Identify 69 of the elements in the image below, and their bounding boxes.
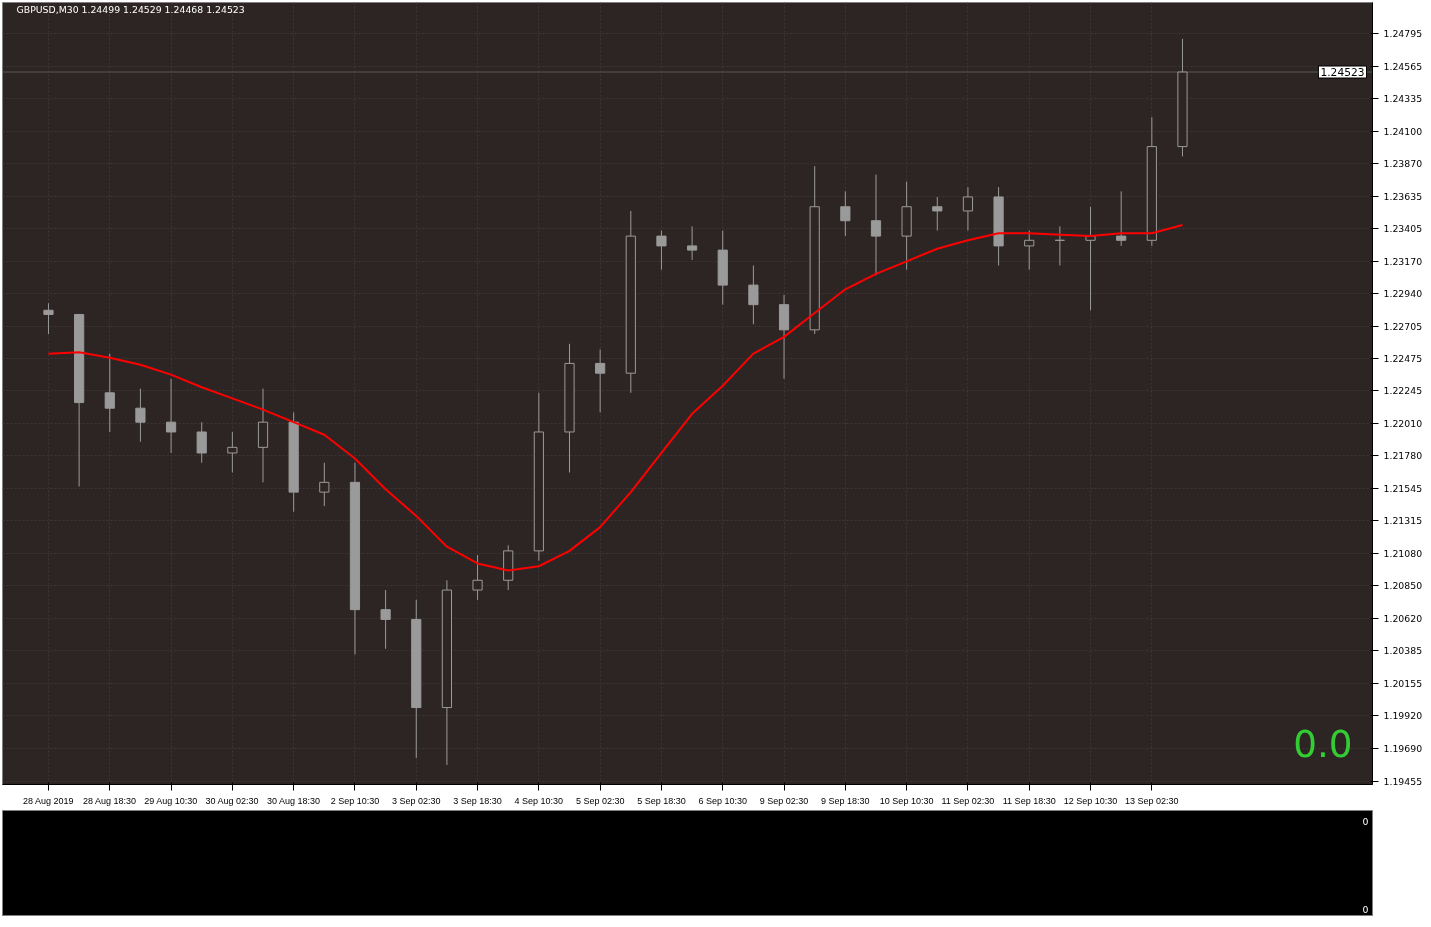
x-tick-label: 11 Sep 02:30 xyxy=(941,795,995,806)
y-tick-label: 1.19455 xyxy=(1383,775,1423,787)
candlestick xyxy=(196,421,207,464)
x-tick-label: 28 Aug 2019 xyxy=(22,795,74,806)
x-tick-label: 12 Sep 10:30 xyxy=(1063,795,1118,806)
x-tick-label: 28 Aug 18:30 xyxy=(83,795,137,806)
y-tick-label: 1.21080 xyxy=(1383,548,1423,560)
y-tick-label: 1.20385 xyxy=(1383,645,1423,657)
candlestick xyxy=(870,174,882,276)
y-tick-label: 1.23870 xyxy=(1383,157,1423,169)
x-tick-label: 5 Sep 02:30 xyxy=(575,795,625,806)
line-series xyxy=(47,223,1184,572)
x-tick-label: 30 Aug 18:30 xyxy=(266,795,320,806)
y-tick-label: 1.23405 xyxy=(1383,222,1423,234)
y-tick-label: 1.20850 xyxy=(1383,580,1423,592)
y-tick-label: 1.24565 xyxy=(1383,60,1423,72)
y-tick-label: 1.21545 xyxy=(1383,483,1423,495)
chart-title: GBPUSD,M30 1.24499 1.24529 1.24468 1.24523 xyxy=(16,3,245,15)
candlestick xyxy=(472,554,483,601)
text: 0.0 xyxy=(1293,721,1353,766)
candlestick xyxy=(380,589,391,650)
candlestick xyxy=(962,186,974,232)
y-tick-label: 1.21315 xyxy=(1383,515,1423,527)
x-tick-label: 6 Sep 10:30 xyxy=(698,795,748,806)
candlestick xyxy=(1024,230,1035,271)
candlestick xyxy=(165,378,177,454)
candlestick xyxy=(43,302,54,335)
ref-line-label: 1.24523 xyxy=(1320,66,1365,80)
y-tick-label: 1.24795 xyxy=(1383,28,1423,40)
y-tick-label: 1.23170 xyxy=(1383,255,1423,267)
candlestick xyxy=(104,353,115,433)
y-tick-label: 1.20155 xyxy=(1383,677,1423,689)
x-tick-label: 29 Aug 10:30 xyxy=(144,795,198,806)
candlestick xyxy=(840,190,851,237)
x-tick-label: 2 Sep 10:30 xyxy=(330,795,380,806)
candlestick xyxy=(135,388,146,443)
y-tick-label: 1.24335 xyxy=(1383,92,1423,104)
candlestick xyxy=(319,462,330,507)
y-tick-label: 1.22010 xyxy=(1383,418,1423,430)
y-tick-label: 1.19920 xyxy=(1383,710,1423,722)
candlestick xyxy=(595,348,606,413)
text: 0 xyxy=(1362,815,1369,827)
x-tick-label: 9 Sep 18:30 xyxy=(821,795,870,806)
x-tick-label: 9 Sep 02:30 xyxy=(759,795,809,806)
x-tick-label: 30 Aug 02:30 xyxy=(205,795,259,806)
text: 0 xyxy=(1362,903,1369,915)
y-tick-label: 1.19690 xyxy=(1383,742,1423,754)
y-tick-label: 1.22940 xyxy=(1383,287,1423,299)
y-tick-label: 1.24100 xyxy=(1383,125,1423,137)
x-tick-label: 3 Sep 18:30 xyxy=(453,795,502,806)
x-tick-label: 3 Sep 02:30 xyxy=(391,795,441,806)
candlestick xyxy=(1116,190,1127,247)
candlestick xyxy=(932,196,943,232)
y-tick-label: 1.22245 xyxy=(1383,385,1423,397)
x-tick-label: 4 Sep 10:30 xyxy=(514,795,564,806)
candlestick xyxy=(1054,225,1065,266)
candlestick xyxy=(656,230,667,271)
candlestick xyxy=(687,225,698,261)
y-tick-label: 1.22475 xyxy=(1383,353,1423,365)
x-tick-label: 13 Sep 02:30 xyxy=(1125,795,1179,806)
y-tick-label: 1.22705 xyxy=(1383,320,1423,332)
y-tick-label: 1.20620 xyxy=(1383,612,1423,624)
x-tick-label: 10 Sep 10:30 xyxy=(879,795,934,806)
candlestick xyxy=(227,431,238,474)
y-tick-label: 1.23635 xyxy=(1383,190,1423,202)
candlestick xyxy=(748,265,759,325)
x-tick-label: 11 Sep 18:30 xyxy=(1002,795,1056,806)
y-tick-label: 1.21780 xyxy=(1383,450,1423,462)
x-tick-label: 5 Sep 18:30 xyxy=(637,795,686,806)
